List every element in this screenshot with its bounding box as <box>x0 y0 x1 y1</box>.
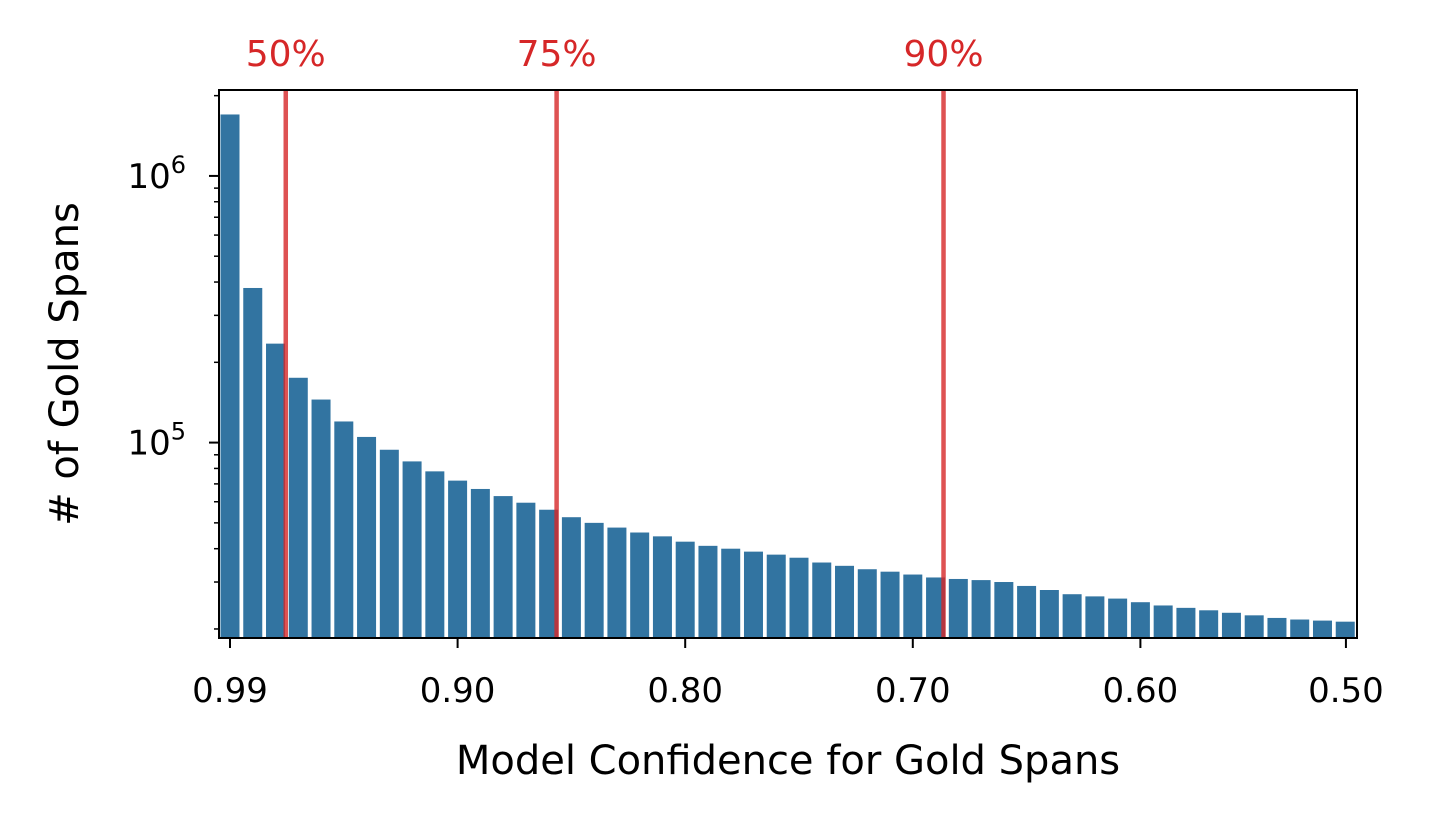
bar-0.98 <box>243 287 263 638</box>
bar-0.75 <box>766 554 786 638</box>
bar-0.95 <box>311 399 331 638</box>
bar-0.65 <box>994 582 1014 638</box>
x-tick-label-5: 0.60 <box>1103 671 1179 711</box>
bar-0.54 <box>1244 615 1264 638</box>
bars-group <box>220 114 1355 638</box>
bar-0.51 <box>1312 620 1332 638</box>
x-tick-label-6: 0.50 <box>1308 671 1384 711</box>
bar-0.85 <box>539 509 559 638</box>
bar-0.63 <box>1039 590 1059 638</box>
threshold-label-2: 75% <box>517 34 597 75</box>
bar-0.57 <box>1176 607 1196 638</box>
bar-0.86 <box>516 502 536 638</box>
x-axis-label: Model Confidence for Gold Spans <box>456 738 1120 784</box>
bar-0.78 <box>698 545 718 638</box>
bar-0.97 <box>266 343 286 638</box>
bar-0.84 <box>561 517 581 638</box>
plot-frame <box>218 89 1358 639</box>
x-tick-label-4: 0.70 <box>875 671 951 711</box>
bar-0.89 <box>448 480 468 638</box>
x-tick-label-2: 0.90 <box>420 671 496 711</box>
y-tick-exponent: 6 <box>171 151 186 179</box>
bar-0.68 <box>926 577 946 638</box>
x-axis-ticks: 0.99 0.90 0.80 0.70 0.60 0.50 <box>192 638 1384 711</box>
bar-0.81 <box>630 532 650 638</box>
bar-0.72 <box>835 565 855 638</box>
bar-0.82 <box>607 527 627 638</box>
bar-0.64 <box>1017 585 1037 638</box>
x-tick-label-3: 0.80 <box>647 671 723 711</box>
bar-0.62 <box>1062 594 1082 638</box>
bar-0.56 <box>1199 610 1219 638</box>
bar-0.61 <box>1085 596 1105 638</box>
threshold-lines-group: 50% 75% 90% <box>246 34 984 638</box>
bar-0.58 <box>1153 605 1173 638</box>
bar-0.52 <box>1290 619 1310 638</box>
bar-0.73 <box>812 562 832 638</box>
bar-0.92 <box>379 449 399 638</box>
bar-0.96 <box>288 377 308 638</box>
bar-0.99 <box>220 114 240 638</box>
bar-0.88 <box>470 488 490 638</box>
y-tick-exponent: 5 <box>171 418 186 446</box>
bar-0.55 <box>1221 612 1241 638</box>
threshold-label-3: 90% <box>904 34 984 75</box>
bar-0.50 <box>1335 621 1355 638</box>
bar-0.79 <box>675 541 695 638</box>
threshold-label-1: 50% <box>246 34 326 75</box>
bar-0.70 <box>880 571 900 638</box>
bar-0.76 <box>743 551 763 638</box>
bar-0.60 <box>1108 598 1128 638</box>
bar-0.74 <box>789 557 809 638</box>
bar-0.71 <box>857 569 877 638</box>
bar-0.93 <box>357 436 377 638</box>
bar-0.77 <box>721 548 741 638</box>
bar-0.59 <box>1130 602 1150 638</box>
bar-0.91 <box>402 461 422 638</box>
bar-0.66 <box>971 580 991 638</box>
bar-0.67 <box>948 578 968 638</box>
bar-0.80 <box>652 536 672 638</box>
bar-0.69 <box>903 574 923 638</box>
bar-0.87 <box>493 496 513 638</box>
bar-0.53 <box>1267 617 1287 638</box>
y-tick-base: 10 <box>127 424 170 464</box>
y-tick-label-1: 106 <box>127 151 186 197</box>
y-tick-base: 10 <box>127 157 170 197</box>
y-tick-label-2: 105 <box>127 418 186 464</box>
x-tick-label-1: 0.99 <box>192 671 268 711</box>
y-axis-label: # of Gold Spans <box>42 202 88 526</box>
bar-0.83 <box>584 522 604 638</box>
bar-0.90 <box>425 471 445 638</box>
bar-0.94 <box>334 421 354 638</box>
